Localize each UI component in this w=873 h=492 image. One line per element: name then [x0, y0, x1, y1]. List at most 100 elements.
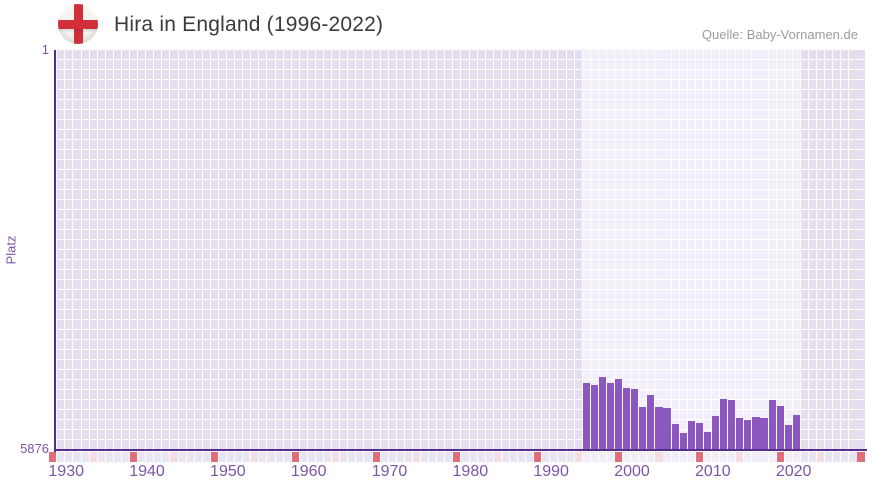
bar-2003[interactable]	[639, 407, 647, 449]
timeline-cell	[291, 452, 299, 462]
grid-column	[404, 50, 412, 450]
grid-column	[509, 50, 517, 450]
grid-column	[307, 50, 315, 450]
grid-column	[590, 50, 598, 450]
timeline-cell	[808, 452, 817, 462]
grid-column	[210, 50, 218, 450]
grid-column	[598, 50, 606, 450]
timeline-cell	[73, 452, 81, 462]
timeline-cell	[348, 452, 356, 462]
timeline-cell	[49, 452, 57, 462]
timeline-cell	[315, 452, 324, 462]
grid-column	[711, 50, 720, 450]
bar-2010[interactable]	[695, 423, 703, 449]
bar-2002[interactable]	[631, 388, 639, 449]
grid-column	[558, 50, 566, 450]
bar-2001[interactable]	[623, 387, 631, 449]
bar-1998[interactable]	[598, 377, 606, 449]
timeline-cell	[655, 452, 663, 462]
bar-2006[interactable]	[663, 408, 671, 449]
timeline-cell	[501, 452, 509, 462]
timeline-cell	[380, 452, 388, 462]
grid-column	[267, 50, 275, 450]
bar-2013[interactable]	[720, 399, 728, 449]
bar-2014[interactable]	[728, 400, 736, 449]
grid-column	[736, 50, 744, 450]
grid-column	[841, 50, 849, 450]
bar-2020[interactable]	[776, 406, 784, 449]
grid-column	[485, 50, 493, 450]
grid-column	[429, 50, 437, 450]
timeline-cell	[178, 452, 186, 462]
grid-column	[679, 50, 687, 450]
bar-2018[interactable]	[760, 418, 768, 449]
grid-column	[105, 50, 113, 450]
grid-column	[687, 50, 695, 450]
bar-2008[interactable]	[679, 433, 687, 449]
bar-2019[interactable]	[768, 400, 776, 449]
bar-2000[interactable]	[615, 378, 623, 449]
england-flag-icon	[58, 4, 98, 44]
grid-column	[671, 50, 679, 450]
grid-column	[606, 50, 614, 450]
timeline-cell	[437, 452, 445, 462]
grid-column	[493, 50, 501, 450]
bar-1996[interactable]	[582, 382, 590, 449]
grid-column	[340, 50, 348, 450]
timeline-cell	[412, 452, 421, 462]
bar-2004[interactable]	[647, 394, 655, 449]
bar-2022[interactable]	[792, 415, 800, 449]
bar-2016[interactable]	[744, 420, 752, 449]
timeline-cell	[275, 452, 283, 462]
timeline-cell	[687, 452, 695, 462]
timeline-cell	[566, 452, 574, 462]
grid-column	[162, 50, 170, 450]
grid-column	[299, 50, 307, 450]
timeline-cell	[332, 452, 340, 462]
grid-column	[857, 50, 865, 450]
bar-2005[interactable]	[655, 407, 663, 449]
timeline-cell	[218, 452, 227, 462]
timeline-cell	[752, 452, 760, 462]
timeline-cell	[243, 452, 251, 462]
grid-column	[833, 50, 841, 450]
timeline-cell	[113, 452, 121, 462]
grid-column	[776, 50, 784, 450]
bar-2009[interactable]	[687, 421, 695, 449]
timeline-cell	[364, 452, 372, 462]
bar-1997[interactable]	[590, 384, 598, 449]
y-axis-title: Platz	[3, 235, 19, 265]
grid-column	[849, 50, 857, 450]
grid-column	[130, 50, 138, 450]
bar-2007[interactable]	[671, 424, 679, 449]
y-axis-line	[54, 50, 56, 452]
bar-2017[interactable]	[752, 416, 760, 449]
y-tick-bottom: 5876	[20, 441, 49, 456]
grid-column	[663, 50, 671, 450]
bar-2021[interactable]	[784, 424, 792, 449]
timeline-cell	[598, 452, 606, 462]
flag-cross-horizontal	[58, 19, 98, 29]
timeline-cell	[800, 452, 808, 462]
grid-column	[631, 50, 639, 450]
grid-column	[453, 50, 461, 450]
timeline-cell	[679, 452, 687, 462]
timeline-cell	[453, 452, 461, 462]
grid-column	[695, 50, 703, 450]
grid-column	[73, 50, 81, 450]
grid-column	[760, 50, 768, 450]
timeline-cell	[776, 452, 784, 462]
bar-2012[interactable]	[711, 416, 720, 449]
timeline-cell	[623, 452, 631, 462]
timeline-cell	[744, 452, 752, 462]
bar-2015[interactable]	[736, 418, 744, 449]
plot-area	[56, 50, 866, 450]
timeline-cell	[65, 452, 73, 462]
bar-1999[interactable]	[606, 383, 614, 449]
bar-2011[interactable]	[703, 432, 711, 449]
timeline-cell	[574, 452, 582, 462]
grid-column	[396, 50, 404, 450]
x-tick-label: 1990	[533, 463, 569, 480]
grid-column	[469, 50, 477, 450]
